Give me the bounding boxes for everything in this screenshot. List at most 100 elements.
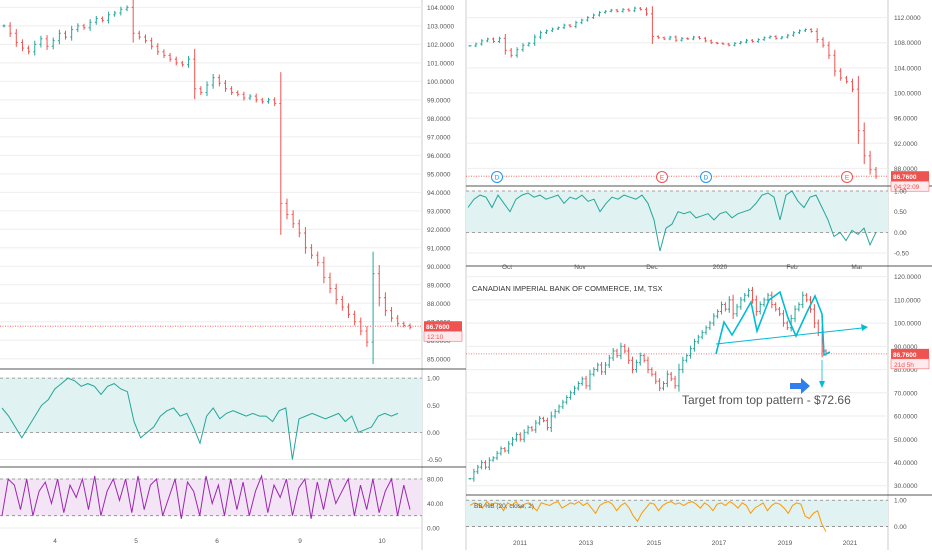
right-top-event-1 (656, 171, 668, 183)
left-intraday-ytick-1: 103.0000 (427, 23, 454, 30)
left-intraday-price-tag: 86.7600 (426, 324, 450, 331)
left-macd-line (1, 377, 399, 460)
right-top-daily-xtick-2: Dec (646, 264, 658, 271)
right-top-daily-price-tag-bg (891, 171, 929, 182)
right-bottom-bbpct-line (469, 500, 827, 532)
right-bottom-monthly-ytick-0: 120.0000 (894, 274, 921, 281)
right-bottom-monthly-price-tag-bg (891, 348, 929, 359)
left-intraday-xtick-3: 9 (298, 538, 302, 545)
right-top-osc-line (467, 190, 877, 252)
right-top-daily-xtick-0: Oct (502, 264, 512, 271)
right-top-daily-price-tag: 86.7600 (893, 174, 917, 181)
monthly-chart-title: CANADIAN IMPERIAL BANK OF COMMERCE, 1M, … (472, 284, 662, 293)
left-intraday-xtick-2: 6 (215, 538, 219, 545)
right-bottom-monthly-ytick-5: 70.0000 (894, 390, 918, 397)
right-top-event-3 (841, 171, 853, 183)
right-bottom-monthly-ytick-2: 100.0000 (894, 321, 921, 328)
left-macd-ytick-1: 0.50 (427, 403, 440, 410)
bbpct-label: BB %B (20, close, 2) (474, 503, 534, 510)
left-intraday-ytick-4: 100.0000 (427, 79, 454, 86)
right-bottom-monthly-xtick-4: 2019 (778, 540, 793, 547)
right-top-event-label-3: E (845, 175, 850, 182)
left-intraday-ytick-12: 92.0000 (427, 227, 451, 234)
right-top-osc-band (466, 190, 888, 233)
right-top-osc-ytick-2: 0.00 (894, 230, 907, 237)
left-rsi-line (1, 474, 411, 519)
left-rsi-ytick-1: 40.00 (427, 501, 444, 508)
neckline-arrowhead (861, 324, 868, 331)
right-bottom-monthly-ytick-1: 110.0000 (894, 297, 921, 304)
right-top-daily-ytick-1: 108.0000 (894, 40, 921, 47)
left-intraday-ytick-19: 85.0000 (427, 356, 451, 363)
left-macd-ytick-3: -0.50 (427, 457, 442, 464)
left-intraday-ytick-3: 101.0000 (427, 60, 454, 67)
right-top-daily-ytick-0: 112.0000 (894, 15, 921, 22)
left-macd-ytick-0: 1.00 (427, 376, 440, 383)
right-top-daily-xtick-3: 2020 (713, 264, 728, 271)
right-top-event-0 (491, 171, 503, 183)
left-intraday-ytick-0: 104.0000 (427, 5, 454, 12)
left-macd-ytick-2: 0.00 (427, 430, 440, 437)
head-shoulders-pattern (715, 290, 831, 357)
left-intraday-countdown-bg (423, 330, 463, 342)
right-top-daily-ytick-4: 96.0000 (894, 116, 918, 123)
right-top-daily-countdown-bg (890, 180, 930, 192)
left-intraday-ytick-5: 99.0000 (427, 97, 451, 104)
left-intraday-ytick-16: 88.0000 (427, 301, 451, 308)
right-bottom-bbpct-ytick-0: 1.00 (894, 498, 907, 505)
right-bottom-monthly-ytick-6: 60.0000 (894, 414, 918, 421)
right-bottom-monthly-countdown: 21d 5h (894, 362, 914, 369)
right-bottom-monthly-xtick-5: 2021 (843, 540, 858, 547)
right-bottom-bbpct-band (466, 500, 888, 527)
right-top-daily-countdown: 04:22:09 (894, 184, 920, 191)
right-top-event-label-2: D (704, 175, 709, 182)
right-top-daily-xtick-4: Feb (786, 264, 798, 271)
left-macd-band (0, 378, 422, 433)
left-intraday-countdown: 12:10 (427, 334, 444, 341)
left-intraday-ytick-14: 90.0000 (427, 264, 451, 271)
right-bottom-monthly-ytick-3: 90.0000 (894, 344, 918, 351)
right-bottom-monthly-countdown-bg (890, 358, 930, 370)
left-rsi-ytick-2: 0.00 (427, 525, 440, 532)
left-intraday-ytick-10: 94.0000 (427, 190, 451, 197)
left-intraday-ytick-6: 98.0000 (427, 116, 451, 123)
right-bottom-monthly-xtick-2: 2015 (647, 540, 662, 547)
left-intraday-price-tag-bg (424, 321, 462, 332)
right-top-event-label-0: D (495, 175, 500, 182)
right-bottom-monthly-xtick-3: 2017 (712, 540, 727, 547)
left-intraday-ytick-8: 96.0000 (427, 153, 451, 160)
left-intraday-ytick-2: 102.0000 (427, 42, 454, 49)
right-bottom-monthly-xtick-1: 2013 (579, 540, 594, 547)
left-intraday-ytick-13: 91.0000 (427, 245, 451, 252)
right-bottom-bbpct-ytick-1: 0.00 (894, 524, 907, 531)
right-bottom-monthly-ytick-8: 40.0000 (894, 460, 918, 467)
neckline (715, 327, 863, 345)
right-top-event-label-1: E (660, 175, 665, 182)
right-top-daily-ytick-2: 104.0000 (894, 65, 921, 72)
target-annotation: Target from top pattern - $72.66 (682, 393, 851, 407)
right-bottom-monthly-ytick-7: 50.0000 (894, 437, 918, 444)
right-top-daily-xtick-5: Mar (851, 264, 863, 271)
right-top-daily-ytick-6: 88.0000 (894, 166, 918, 173)
left-intraday-ytick-11: 93.0000 (427, 208, 451, 215)
right-top-osc-ytick-3: -0.50 (894, 251, 909, 258)
right-top-event-2 (700, 171, 712, 183)
left-intraday-xtick-4: 10 (378, 538, 386, 545)
left-intraday-ytick-15: 89.0000 (427, 282, 451, 289)
right-top-daily-xtick-1: Nov (574, 264, 586, 271)
left-intraday-xtick-0: 4 (53, 538, 57, 545)
target-projection-arrowhead (819, 381, 825, 388)
right-top-osc-ytick-1: 0.50 (894, 209, 907, 216)
right-bottom-monthly-ytick-9: 30.0000 (894, 483, 918, 490)
left-intraday-xtick-1: 5 (134, 538, 138, 545)
left-intraday-ytick-7: 97.0000 (427, 134, 451, 141)
right-bottom-monthly-xtick-0: 2011 (513, 540, 527, 547)
left-rsi-ytick-0: 80.00 (427, 477, 444, 484)
right-top-daily-ytick-5: 92.0000 (894, 141, 918, 148)
right-top-osc-ytick-0: 1.00 (894, 188, 907, 195)
right-top-daily-ytick-3: 100.0000 (894, 91, 921, 98)
right-bottom-monthly-price-tag: 86.7600 (893, 352, 917, 359)
right-bottom-monthly-ytick-4: 80.0000 (894, 367, 918, 374)
